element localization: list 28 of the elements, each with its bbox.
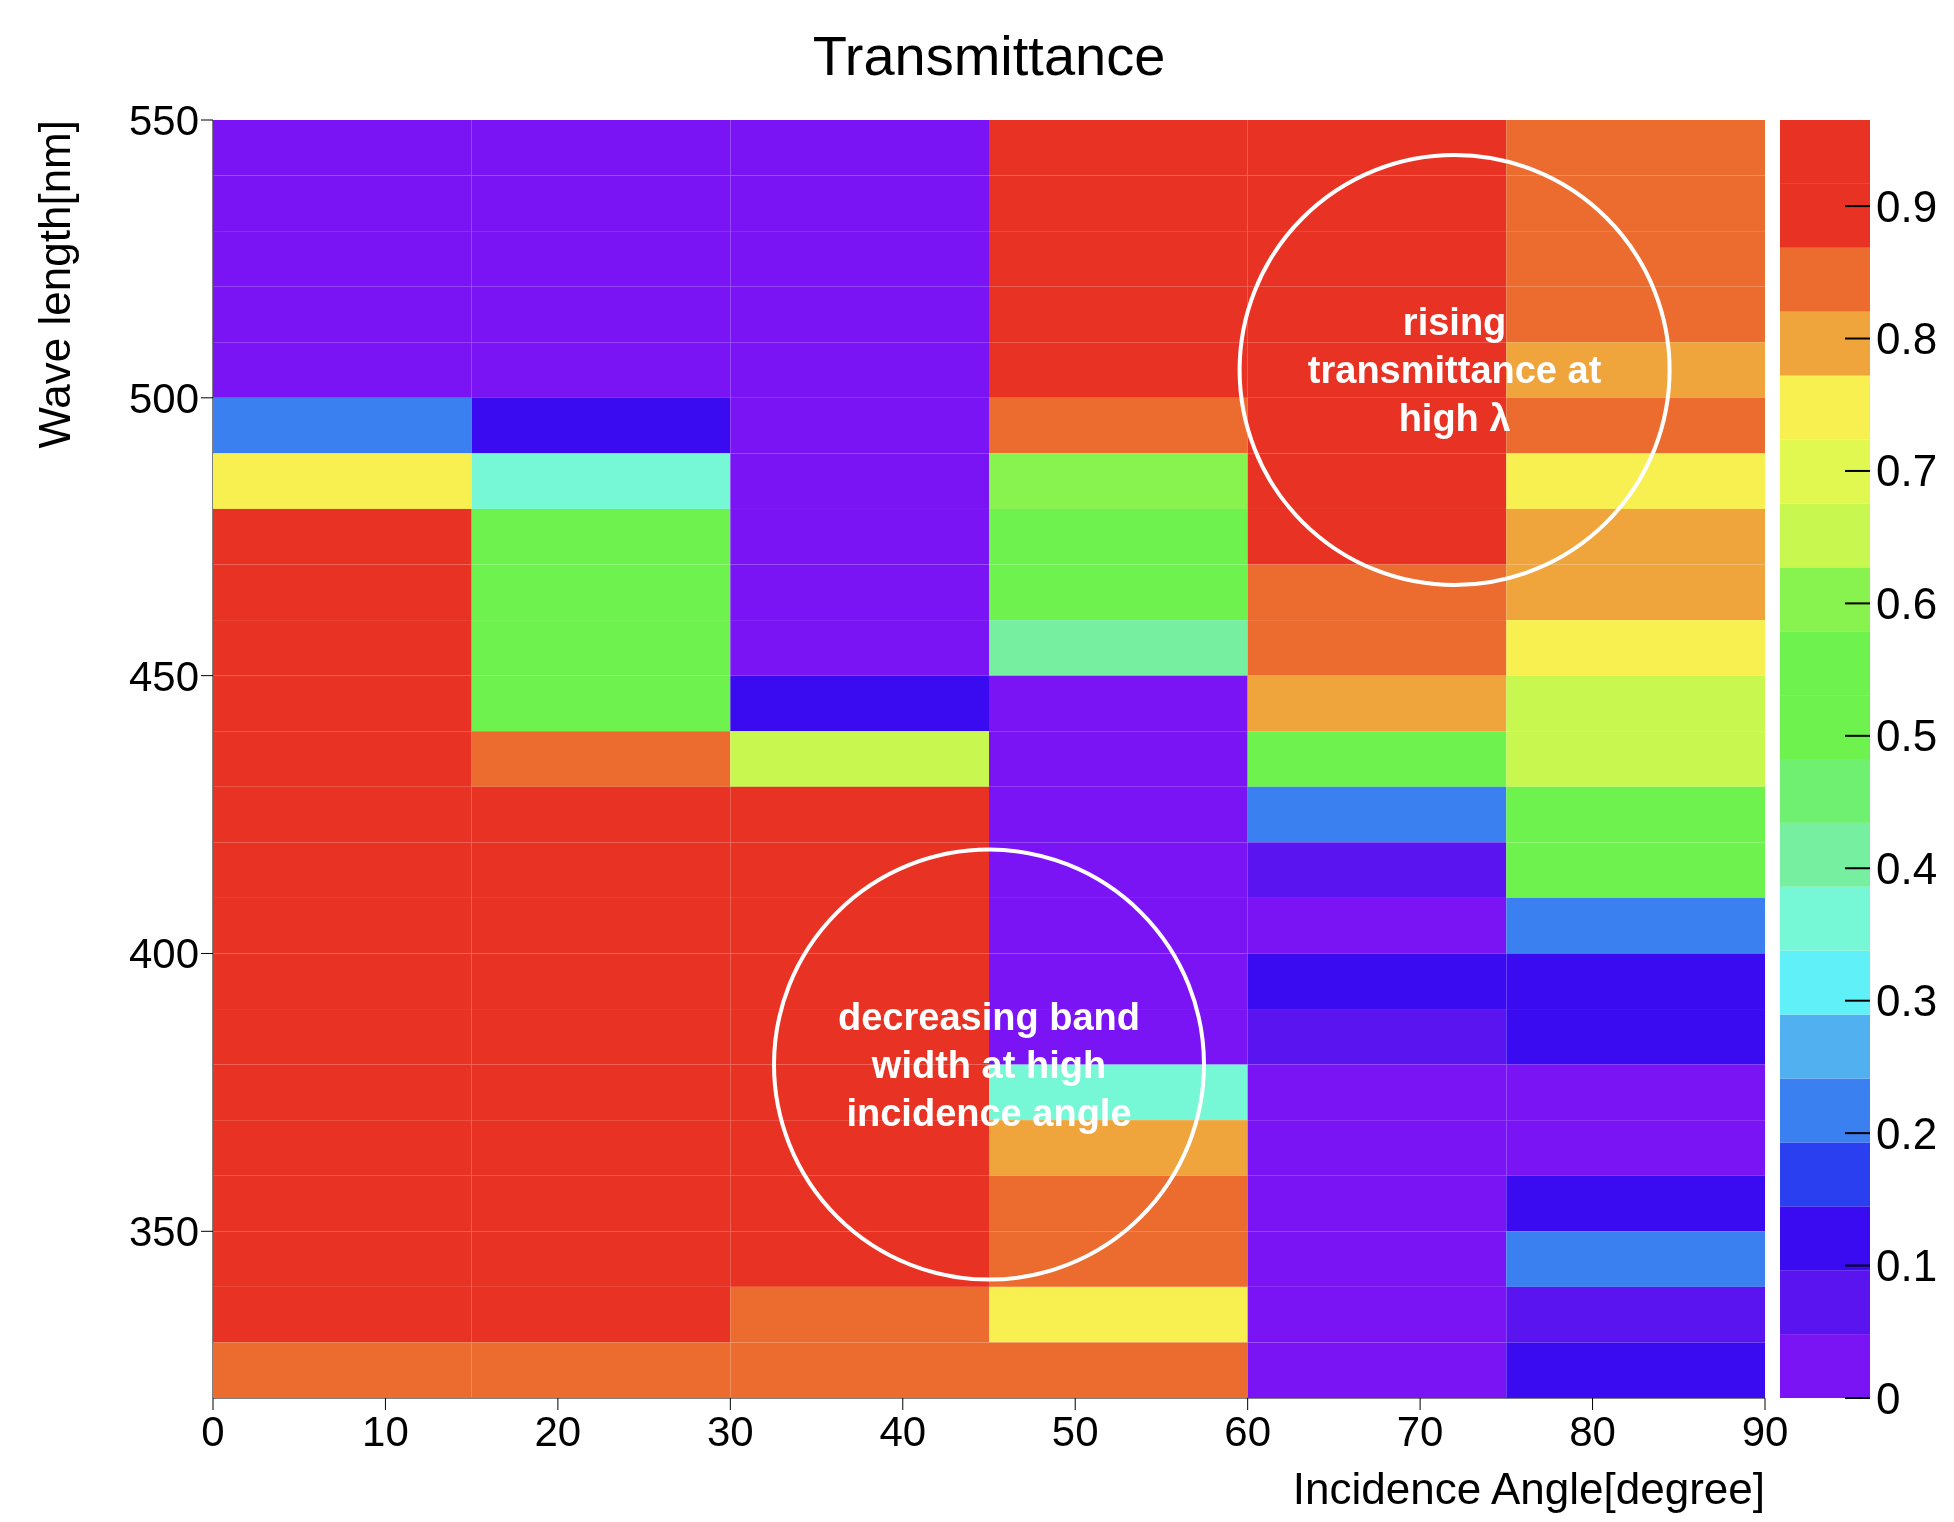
color-bar-label: 0: [1876, 1373, 1901, 1423]
color-bar-label: 0.3: [1876, 976, 1938, 1026]
y-tick-label: 450: [128, 652, 199, 700]
x-tick-label: 60: [1224, 1407, 1272, 1455]
x-tick-label: 90: [1741, 1407, 1789, 1455]
x-tick-label: 40: [879, 1407, 927, 1455]
x-tick-label: 30: [706, 1407, 754, 1455]
color-bar-label: 0.1: [1876, 1241, 1938, 1291]
y-axis-title: Wave length[nm]: [30, 120, 79, 449]
color-bar-label: 0.2: [1876, 1108, 1938, 1158]
x-tick-label: 80: [1569, 1407, 1616, 1455]
chart-title: Transmittance: [811, 23, 1167, 88]
y-tick-label: 550: [128, 96, 199, 144]
x-tick-label: 10: [362, 1407, 409, 1455]
color-bar-label: 0.4: [1876, 843, 1938, 893]
color-bar-label: 0.7: [1876, 446, 1938, 496]
x-tick-label: 20: [534, 1407, 582, 1455]
x-tick-label: 0: [201, 1407, 225, 1455]
color-bar-label: 0.6: [1876, 578, 1938, 628]
x-axis-title: Incidence Angle[degree]: [1291, 1464, 1765, 1514]
x-tick-label: 50: [1051, 1407, 1099, 1455]
color-bar-label: 0.5: [1876, 711, 1938, 761]
y-tick-label: 350: [128, 1208, 199, 1256]
color-bar-label: 0.9: [1876, 181, 1938, 231]
color-bar-label: 0.8: [1876, 314, 1938, 364]
y-tick-label: 400: [128, 930, 199, 978]
x-tick-label: 70: [1396, 1407, 1444, 1455]
y-tick-label: 500: [128, 374, 199, 422]
